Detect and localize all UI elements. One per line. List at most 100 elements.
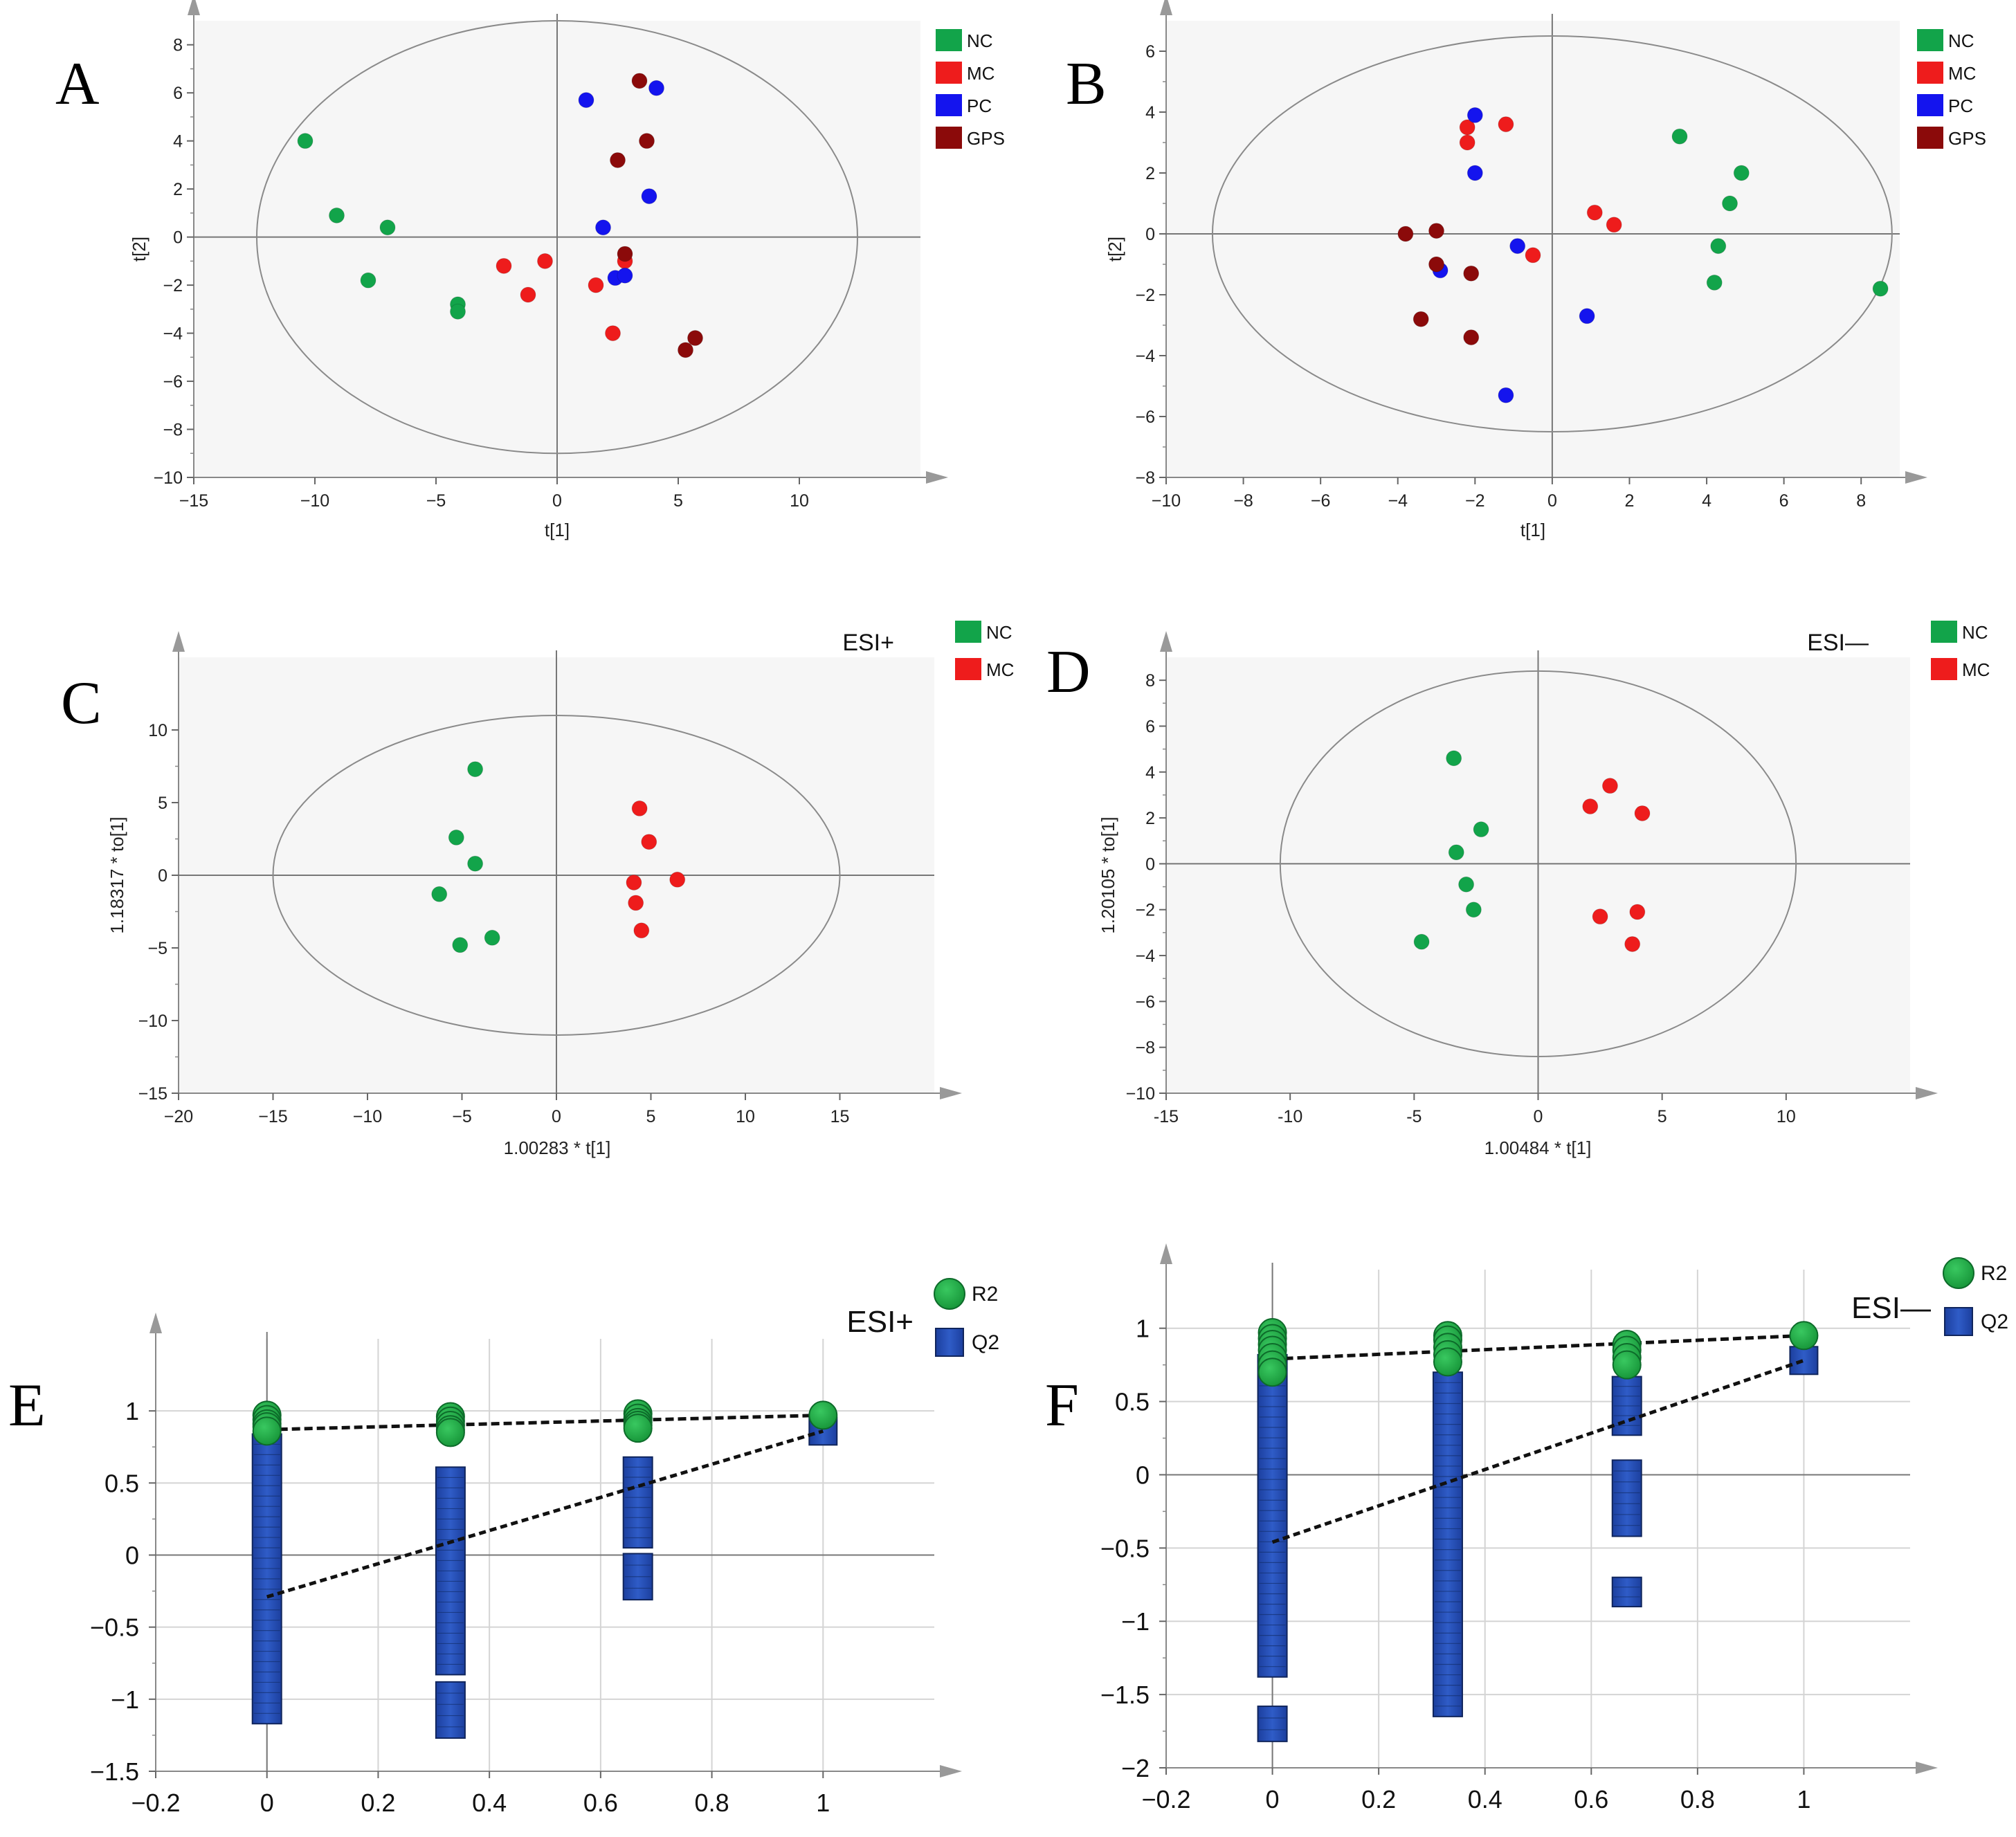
q2-bar <box>1257 1353 1288 1678</box>
x-tick-label: 5 <box>673 491 683 511</box>
data-point <box>631 73 648 89</box>
plot-area <box>1166 1270 1910 1768</box>
y-tick-label: 8 <box>1145 671 1155 691</box>
confidence-ellipse <box>272 715 841 1036</box>
data-point <box>1463 329 1480 346</box>
data-point <box>641 188 657 205</box>
data-point <box>1706 274 1723 291</box>
legend-title: ESI+ <box>846 1305 914 1339</box>
panel-letter: F <box>1045 1372 1079 1439</box>
data-point <box>1586 204 1603 221</box>
data-point <box>1446 750 1462 767</box>
data-point <box>537 253 553 269</box>
y-tick-label: −2 <box>1121 1754 1150 1782</box>
x-tick-label: 0.2 <box>361 1789 395 1817</box>
data-point <box>1413 933 1430 950</box>
y-tick-label: 1 <box>1136 1315 1150 1343</box>
legend-label: MC <box>1948 63 1976 84</box>
q2-regression-line <box>266 1429 824 1599</box>
x-tick-label: −8 <box>1233 491 1253 511</box>
data-point <box>1498 387 1514 403</box>
x-tick-label: −5 <box>452 1107 472 1126</box>
legend-swatch-nc <box>1917 29 1943 51</box>
legend-label: Q2 <box>972 1331 999 1354</box>
y-tick-label: −8 <box>1135 468 1155 488</box>
legend-title: ESI+ <box>842 630 894 656</box>
legend: ESI— R2 Q2 <box>1851 1257 2008 1336</box>
x-tick-label: 10 <box>736 1107 755 1126</box>
legend-label: MC <box>986 659 1014 680</box>
y-tick-label: 6 <box>173 84 183 103</box>
x-axis-arrow <box>1916 1087 1938 1099</box>
data-point <box>452 937 469 953</box>
data-point <box>1509 238 1526 255</box>
legend-label: PC <box>1948 95 1973 116</box>
x-axis-title: t[1] <box>1520 520 1545 540</box>
x-tick-label: 6 <box>1779 491 1789 511</box>
legend-title: ESI— <box>1807 630 1869 656</box>
legend-swatch-r2 <box>934 1278 965 1310</box>
r2-point <box>252 1416 282 1446</box>
y-tick-label: 0 <box>125 1542 139 1570</box>
data-point <box>1448 844 1464 861</box>
legend-swatch-mc <box>936 62 962 84</box>
y-tick-label: 1 <box>125 1397 139 1425</box>
legend-label: MC <box>1962 659 1990 680</box>
y-axis-title: 1.20105 * to[1] <box>1098 816 1118 933</box>
r2-point <box>1789 1321 1819 1351</box>
data-point <box>1525 247 1541 264</box>
r2-point <box>435 1418 465 1447</box>
legend: ESI— NC MC <box>1807 621 1990 680</box>
x-tick-label: 0.6 <box>583 1789 618 1817</box>
data-point <box>496 257 512 274</box>
x-tick-label: −20 <box>164 1107 193 1126</box>
data-point <box>669 871 686 888</box>
y-tick-label: −4 <box>1135 947 1155 966</box>
legend-swatch-nc <box>936 29 962 51</box>
data-point <box>1671 128 1688 145</box>
data-point <box>633 922 650 939</box>
data-point <box>297 133 314 149</box>
y-tick-label: 5 <box>158 794 167 813</box>
series-gps <box>610 73 703 358</box>
y-tick-label: 2 <box>173 180 183 199</box>
data-point <box>431 886 448 902</box>
panel-e: −0.2 0 0.2 0.4 0.6 0.8 1 −1.5 −1 −0.5 0 0.5 1 E ESI+ R2… <box>8 1278 999 1817</box>
legend-swatch-mc <box>1917 62 1943 84</box>
series-nc <box>1413 750 1489 950</box>
data-point <box>1466 107 1483 123</box>
y-tick-label: −10 <box>138 1012 167 1031</box>
x-tick-label: 0.2 <box>1361 1785 1396 1813</box>
data-point <box>379 219 396 236</box>
legend-swatch-gps <box>936 127 962 149</box>
legend-swatch-q2 <box>935 1328 964 1357</box>
legend-swatch-nc <box>1931 621 1957 643</box>
legend-label: MC <box>967 63 995 84</box>
x-axis-arrow <box>1905 471 1927 484</box>
data-point <box>610 152 626 168</box>
legend-label: NC <box>967 30 993 51</box>
y-tick-label: −8 <box>163 421 183 440</box>
r2-point <box>1257 1358 1287 1387</box>
q2-bar <box>1611 1459 1642 1537</box>
confidence-ellipse <box>1211 35 1893 432</box>
data-point <box>1606 217 1622 233</box>
data-point <box>678 342 693 358</box>
y-tick-label: 0 <box>173 228 183 248</box>
legend-label: NC <box>1962 622 1988 643</box>
x-tick-label: 8 <box>1856 491 1866 511</box>
y-tick-label: −8 <box>1135 1039 1155 1058</box>
data-point <box>1601 778 1618 794</box>
x-tick-label: -15 <box>1154 1107 1179 1126</box>
data-point <box>1592 908 1608 925</box>
data-point <box>1624 935 1641 952</box>
r2-point <box>1433 1347 1462 1377</box>
y-axis-arrow <box>188 0 200 15</box>
data-point <box>1733 165 1750 181</box>
y-tick-label: −2 <box>163 276 183 295</box>
data-point <box>648 80 664 96</box>
x-tick-label: −5 <box>426 491 446 511</box>
data-point <box>1473 821 1489 838</box>
legend-swatch-gps <box>1917 127 1943 149</box>
panel-d: -15 -10 -5 0 5 10 −10 −8 −6 −4 −2 0 2 4 6 8 1.00484 * t[… <box>1046 621 1990 1158</box>
